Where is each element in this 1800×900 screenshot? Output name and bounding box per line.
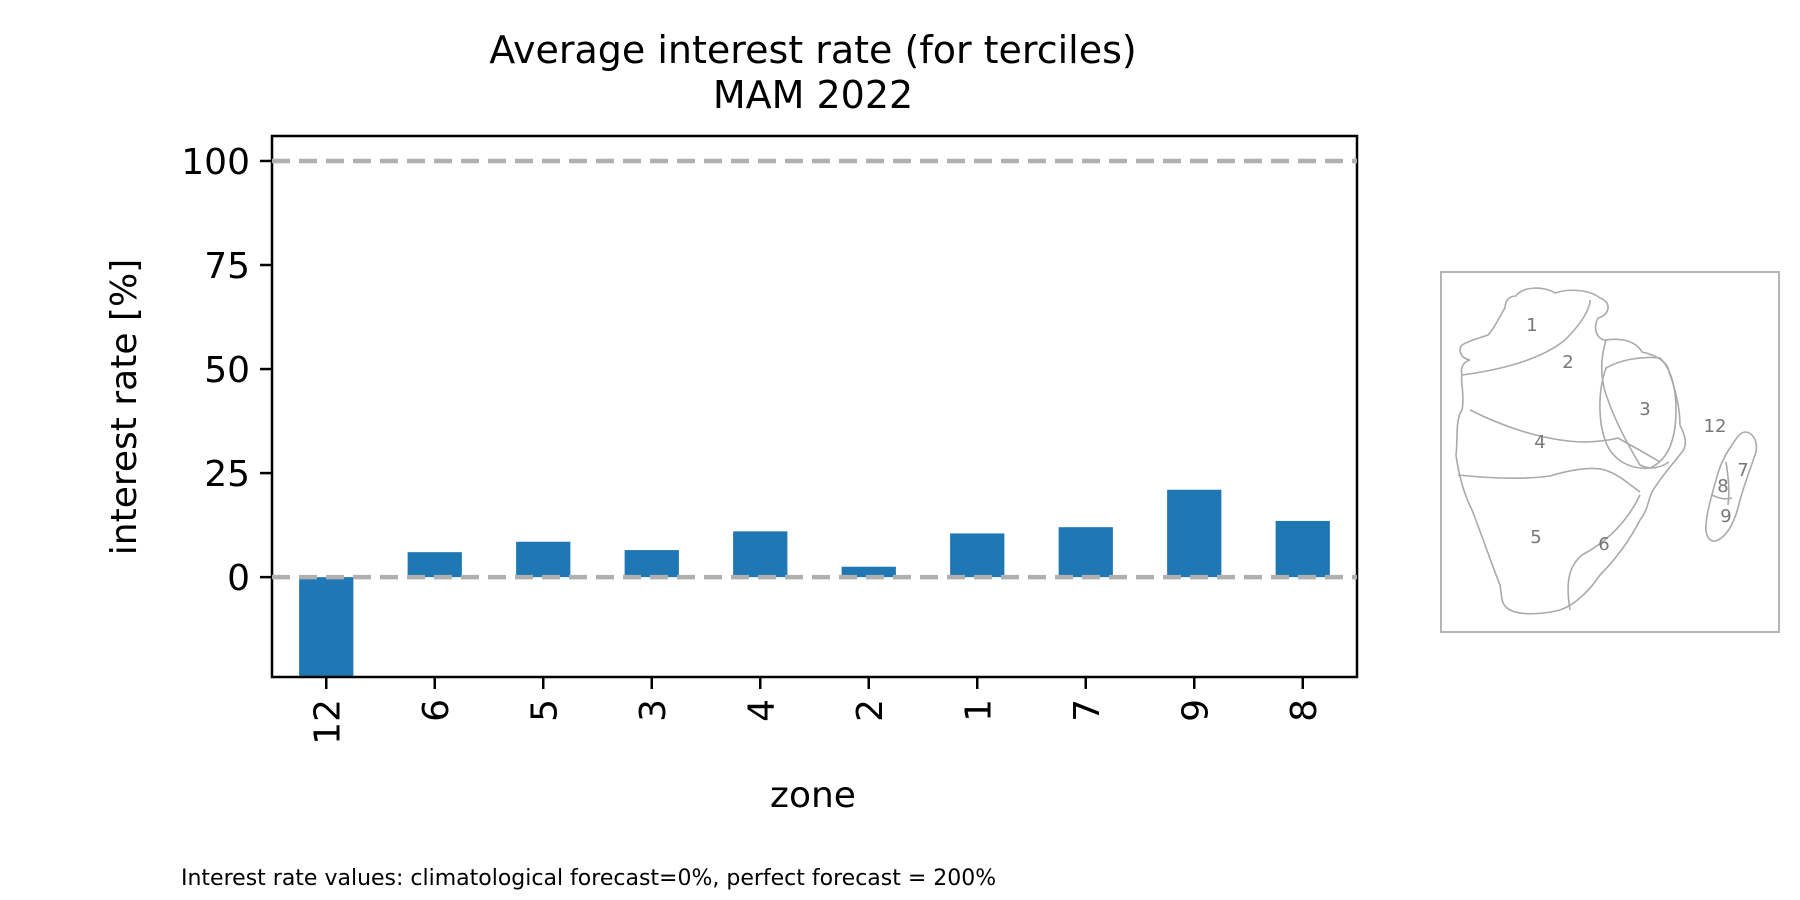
bar-zone-2	[841, 566, 896, 578]
map-zone-6: 6	[1598, 534, 1609, 555]
x-tick-label: 8	[1284, 699, 1325, 722]
x-axis-label: zone	[770, 775, 856, 816]
reference-lines	[272, 158, 1357, 580]
x-tick-label: 1	[958, 699, 999, 722]
chart-subtitle: MAM 2022	[713, 73, 913, 117]
x-tick-label: 5	[524, 699, 565, 722]
bar-zone-9	[1167, 489, 1222, 578]
y-tick-label: 75	[204, 246, 250, 287]
x-tick-label: 3	[633, 699, 674, 722]
map-zone-9: 9	[1720, 506, 1731, 527]
x-tick-label: 6	[416, 699, 457, 722]
inset-map-frame	[1440, 271, 1780, 633]
chart-title: Average interest rate (for terciles)	[489, 28, 1136, 72]
map-zone-2: 2	[1562, 352, 1573, 373]
y-tick-label: 50	[204, 350, 250, 391]
y-tick-label: 25	[204, 454, 250, 495]
map-zone-7: 7	[1737, 460, 1748, 481]
bar-zone-1	[950, 533, 1005, 578]
inset-map: 1 2 3 4 5 6 7 8 9 12	[1440, 271, 1780, 633]
plot-frame	[270, 134, 1359, 679]
x-tick-label: 12	[307, 699, 348, 745]
bar-zone-12	[299, 577, 354, 677]
bar-zone-5	[516, 541, 571, 578]
map-zone-1: 1	[1526, 315, 1537, 336]
bar-zone-8	[1275, 520, 1330, 578]
x-tick-label: 9	[1175, 699, 1216, 722]
y-axis: 0 25 50 75 100	[181, 142, 272, 599]
footnote: Interest rate values: climatological for…	[181, 866, 996, 891]
y-tick-label: 100	[181, 142, 250, 183]
inset-map-outline	[1455, 287, 1758, 615]
bar-series	[299, 489, 1330, 677]
map-zone-3: 3	[1639, 399, 1650, 420]
map-zone-5: 5	[1530, 527, 1541, 548]
map-zone-4: 4	[1534, 432, 1545, 453]
y-axis-label: interest rate [%]	[104, 259, 145, 555]
x-tick-label: 2	[850, 699, 891, 722]
x-tick-label: 4	[741, 699, 782, 722]
x-axis: 12 6 5 3 4 2 1 7 9 8	[307, 677, 1325, 745]
bar-zone-6	[407, 552, 462, 578]
bar-zone-3	[624, 550, 679, 578]
x-tick-label: 7	[1067, 699, 1108, 722]
bar-zone-7	[1058, 527, 1113, 578]
map-zone-12: 12	[1704, 416, 1727, 437]
map-zone-8: 8	[1717, 476, 1728, 497]
bar-zone-4	[733, 531, 788, 578]
y-tick-label: 0	[227, 558, 250, 599]
